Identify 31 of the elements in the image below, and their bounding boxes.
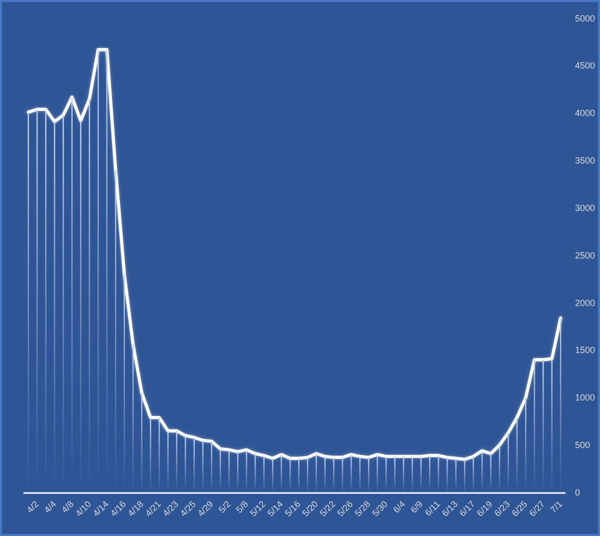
y-tick-label: 3500 [574,156,596,166]
x-tick-label: 4/10 [74,498,93,518]
y-tick-label: 0 [574,488,580,498]
y-tick-label: 2000 [574,298,596,308]
x-tick-label: 4/4 [42,498,58,515]
x-tick-label: 6/9 [408,498,425,515]
x-tick-label: 6/11 [423,498,442,518]
y-tick-label: 1000 [574,392,596,403]
x-tick-label: 6/23 [492,498,512,518]
x-tick-label: 4/21 [143,498,163,518]
x-tick-label: 4/23 [160,498,180,518]
y-tick-label: 1500 [574,345,596,356]
x-tick-label: 4/14 [90,498,110,518]
x-tick-label: 7/1 [548,498,564,515]
y-tick-label: 500 [574,440,590,450]
x-tick-label: 5/2 [216,498,233,515]
x-tick-label: 4/18 [126,498,146,518]
line-series [26,48,562,461]
x-tick-label: 4/8 [60,498,76,515]
x-tick-label: 4/16 [108,498,128,518]
y-tick-label: 4500 [574,60,596,71]
x-tick-label: 6/19 [474,498,494,518]
x-tick-label: 4/29 [196,498,216,518]
x-tick-label: 5/8 [234,498,250,515]
x-tick-label: 6/4 [391,498,408,515]
x-tick-label: 4/2 [24,498,41,515]
y-tick-label: 4000 [574,108,596,118]
y-tick-label: 5000 [574,13,596,24]
y-tick-label: 3000 [574,202,596,213]
x-tick-label: 6/13 [440,498,460,518]
y-tick-label: 2500 [574,250,596,260]
